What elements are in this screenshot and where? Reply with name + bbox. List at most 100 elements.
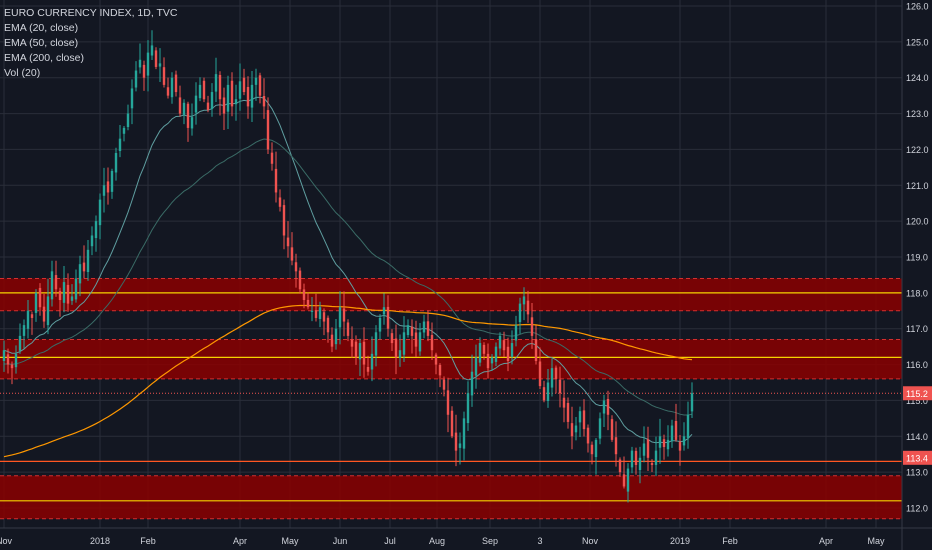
candle-down[interactable] bbox=[394, 338, 398, 358]
candle-up[interactable] bbox=[462, 418, 466, 449]
candle-down[interactable] bbox=[306, 299, 310, 308]
candle-down[interactable] bbox=[218, 74, 222, 100]
candle-up[interactable] bbox=[102, 185, 106, 196]
candle-down[interactable] bbox=[230, 80, 234, 107]
candle-down[interactable] bbox=[366, 366, 370, 372]
candle-up[interactable] bbox=[62, 282, 66, 303]
candle-up[interactable] bbox=[374, 332, 378, 356]
candle-up[interactable] bbox=[490, 357, 494, 364]
candle-up[interactable] bbox=[250, 84, 254, 108]
candle-up[interactable] bbox=[18, 335, 22, 351]
candle-up[interactable] bbox=[234, 99, 238, 105]
candle-up[interactable] bbox=[70, 296, 74, 301]
candle-down[interactable] bbox=[342, 308, 346, 322]
candle-down[interactable] bbox=[614, 437, 618, 455]
candle-down[interactable] bbox=[222, 97, 226, 114]
candle-up[interactable] bbox=[510, 343, 514, 357]
price-axis[interactable]: 112.0 113.0 114.0 115.0 116.0 117.0 118.0 119.0… bbox=[901, 0, 929, 550]
candle-down[interactable] bbox=[446, 390, 450, 415]
candle-up[interactable] bbox=[254, 77, 258, 85]
candle-down[interactable] bbox=[330, 334, 334, 347]
candle-down[interactable] bbox=[554, 367, 558, 379]
candle-up[interactable] bbox=[670, 425, 674, 442]
candle-up[interactable] bbox=[358, 343, 362, 360]
indicator-ema50[interactable]: EMA (50, close) bbox=[4, 37, 79, 49]
candle-down[interactable] bbox=[586, 427, 590, 444]
candle-down[interactable] bbox=[290, 247, 294, 261]
candle-down[interactable] bbox=[362, 341, 366, 365]
ema50-line[interactable] bbox=[4, 138, 693, 416]
candle-down[interactable] bbox=[298, 270, 302, 290]
candle-down[interactable] bbox=[262, 95, 266, 107]
candle-up[interactable] bbox=[666, 439, 670, 450]
candle-up[interactable] bbox=[238, 81, 242, 99]
candle-down[interactable] bbox=[278, 197, 282, 207]
indicator-ema20[interactable]: EMA (20, close) bbox=[4, 22, 79, 34]
candle-up[interactable] bbox=[138, 59, 142, 68]
candle-down[interactable] bbox=[634, 450, 638, 465]
candle-down[interactable] bbox=[270, 152, 274, 164]
candle-up[interactable] bbox=[522, 296, 526, 305]
candle-down[interactable] bbox=[246, 86, 250, 107]
candle-up[interactable] bbox=[146, 52, 150, 76]
candle-down[interactable] bbox=[162, 67, 166, 85]
candle-up[interactable] bbox=[14, 353, 18, 368]
candle-down[interactable] bbox=[346, 322, 350, 336]
candle-up[interactable] bbox=[478, 343, 482, 363]
candle-down[interactable] bbox=[58, 290, 62, 301]
candle-up[interactable] bbox=[370, 353, 374, 370]
candle-up[interactable] bbox=[74, 278, 78, 300]
candle-up[interactable] bbox=[474, 357, 478, 376]
candle-down[interactable] bbox=[54, 275, 58, 290]
candle-down[interactable] bbox=[486, 353, 490, 369]
candle-up[interactable] bbox=[418, 332, 422, 352]
candle-up[interactable] bbox=[550, 368, 554, 388]
candle-down[interactable] bbox=[610, 419, 614, 440]
candle-down[interactable] bbox=[434, 354, 438, 365]
candle-up[interactable] bbox=[682, 436, 686, 446]
candle-up[interactable] bbox=[150, 45, 154, 56]
candle-up[interactable] bbox=[458, 443, 462, 448]
candle-down[interactable] bbox=[42, 306, 46, 322]
candle-up[interactable] bbox=[2, 350, 6, 361]
candle-down[interactable] bbox=[414, 332, 418, 347]
candle-up[interactable] bbox=[470, 371, 474, 396]
candle-up[interactable] bbox=[602, 400, 606, 414]
ema20-line[interactable] bbox=[3, 96, 693, 444]
candle-up[interactable] bbox=[398, 350, 402, 358]
candle-down[interactable] bbox=[570, 423, 574, 437]
candle-down[interactable] bbox=[266, 110, 270, 150]
candle-up[interactable] bbox=[382, 307, 386, 315]
candle-up[interactable] bbox=[198, 84, 202, 99]
candle-down[interactable] bbox=[142, 64, 146, 78]
candle-down[interactable] bbox=[326, 317, 330, 333]
candle-up[interactable] bbox=[498, 335, 502, 349]
candle-down[interactable] bbox=[30, 314, 34, 318]
candle-up[interactable] bbox=[122, 127, 126, 134]
candle-down[interactable] bbox=[426, 321, 430, 336]
candle-down[interactable] bbox=[294, 262, 298, 272]
candle-down[interactable] bbox=[322, 312, 326, 322]
candle-down[interactable] bbox=[534, 339, 538, 361]
candle-down[interactable] bbox=[558, 379, 562, 394]
indicator-ema200[interactable]: EMA (200, close) bbox=[4, 52, 84, 64]
candle-down[interactable] bbox=[242, 77, 246, 93]
candle-up[interactable] bbox=[110, 170, 114, 192]
candle-up[interactable] bbox=[546, 382, 550, 401]
candle-down[interactable] bbox=[302, 289, 306, 301]
candle-down[interactable] bbox=[506, 346, 510, 361]
symbol-title[interactable]: EURO CURRENCY INDEX, 1D, TVC bbox=[4, 7, 178, 19]
candle-up[interactable] bbox=[626, 468, 630, 492]
candle-up[interactable] bbox=[78, 264, 82, 284]
candle-down[interactable] bbox=[622, 474, 626, 487]
candle-down[interactable] bbox=[186, 103, 190, 128]
candle-down[interactable] bbox=[314, 310, 318, 318]
candle-up[interactable] bbox=[50, 271, 54, 300]
candle-down[interactable] bbox=[166, 87, 170, 96]
candle-up[interactable] bbox=[190, 117, 194, 129]
candle-up[interactable] bbox=[310, 310, 314, 312]
candle-down[interactable] bbox=[482, 344, 486, 354]
candle-down[interactable] bbox=[258, 75, 262, 96]
candle-down[interactable] bbox=[662, 439, 666, 448]
candle-down[interactable] bbox=[618, 459, 622, 473]
